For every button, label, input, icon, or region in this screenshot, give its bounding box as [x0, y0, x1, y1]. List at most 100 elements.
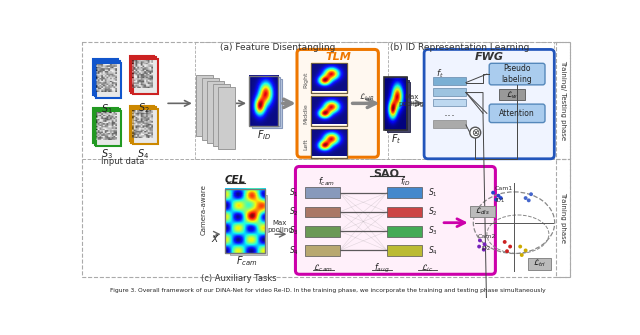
Bar [384, 79, 407, 129]
Circle shape [505, 249, 509, 253]
FancyBboxPatch shape [424, 50, 554, 159]
Bar [96, 63, 121, 98]
Text: (c) Auxiliary Tasks: (c) Auxiliary Tasks [201, 274, 276, 283]
Circle shape [520, 253, 524, 257]
Bar [202, 78, 219, 140]
Bar [556, 159, 570, 277]
FancyBboxPatch shape [489, 63, 545, 85]
Circle shape [478, 239, 482, 242]
Bar [387, 187, 422, 198]
Bar [195, 42, 554, 159]
Text: $S_4$: $S_4$ [138, 147, 150, 161]
Bar [387, 206, 422, 217]
Bar [387, 245, 422, 256]
Text: ID2: ID2 [481, 246, 491, 251]
Circle shape [527, 198, 531, 202]
Bar [196, 75, 213, 136]
Text: $F_{cam}$: $F_{cam}$ [236, 254, 257, 268]
Bar [93, 108, 118, 143]
Circle shape [483, 242, 486, 246]
Circle shape [499, 196, 503, 200]
Bar [387, 82, 410, 132]
Text: Training/ Testing phase: Training/ Testing phase [560, 60, 566, 140]
Text: $\mathcal{L}_{cam}$: $\mathcal{L}_{cam}$ [314, 262, 333, 274]
Text: $S_3$: $S_3$ [428, 225, 438, 238]
Text: $S_3$: $S_3$ [289, 225, 298, 238]
Bar [252, 79, 282, 128]
Circle shape [524, 249, 527, 252]
Text: FWG: FWG [475, 52, 504, 62]
Text: $S_4$: $S_4$ [428, 244, 438, 257]
Bar [225, 189, 265, 254]
Bar [207, 81, 224, 143]
Text: ...: ... [444, 106, 456, 119]
Text: (b) ID Representation Learning: (b) ID Representation Learning [390, 44, 529, 52]
Text: $X$: $X$ [211, 233, 220, 244]
Text: $f_{ID}$: $f_{ID}$ [400, 176, 411, 188]
Text: $S_1$: $S_1$ [428, 186, 438, 199]
Bar [218, 87, 235, 149]
Bar [433, 99, 466, 107]
Bar [249, 76, 278, 126]
Bar [556, 42, 570, 159]
Text: Cam1: Cam1 [495, 186, 513, 191]
Text: CEL: CEL [224, 175, 246, 185]
Circle shape [497, 194, 500, 198]
Bar [225, 190, 262, 250]
Text: Figure 3. Overall framework of our DiNA-Net for video Re-ID. In the training pha: Figure 3. Overall framework of our DiNA-… [110, 288, 546, 293]
Circle shape [491, 191, 495, 195]
Text: Right: Right [304, 72, 309, 88]
Text: Left: Left [304, 138, 309, 150]
Bar [129, 106, 154, 141]
Bar [528, 258, 551, 270]
Bar [212, 84, 230, 146]
Circle shape [503, 240, 507, 244]
Text: (a) Feature Disentangling: (a) Feature Disentangling [220, 44, 335, 52]
Text: Max
pooling: Max pooling [399, 94, 424, 107]
Bar [305, 245, 340, 256]
Bar [433, 77, 466, 85]
Bar [250, 77, 280, 126]
Text: $F_t$: $F_t$ [391, 132, 401, 146]
Text: $\mathcal{L}_{ic}$: $\mathcal{L}_{ic}$ [421, 262, 433, 274]
Text: Cam2: Cam2 [477, 234, 496, 239]
Text: $f_t$: $f_t$ [436, 67, 444, 79]
Text: $S_2$: $S_2$ [289, 206, 298, 218]
Bar [131, 107, 156, 143]
Bar [387, 226, 422, 237]
Bar [95, 61, 120, 96]
Bar [129, 56, 154, 91]
FancyBboxPatch shape [297, 50, 378, 157]
Text: $S_2$: $S_2$ [428, 206, 438, 218]
Bar [385, 80, 408, 130]
Circle shape [477, 245, 481, 249]
Circle shape [524, 196, 527, 200]
Bar [470, 206, 495, 217]
Circle shape [529, 192, 533, 196]
Bar [311, 96, 347, 126]
Text: Input data: Input data [101, 156, 144, 165]
Circle shape [518, 245, 522, 249]
Text: Max
pooling: Max pooling [267, 220, 293, 233]
Bar [95, 110, 120, 145]
Bar [433, 88, 466, 95]
Text: $\otimes$: $\otimes$ [470, 127, 480, 138]
Text: Pseudo
labeling: Pseudo labeling [502, 64, 532, 84]
Text: $F_{ID}$: $F_{ID}$ [257, 128, 272, 142]
Bar [305, 206, 340, 217]
FancyBboxPatch shape [489, 104, 545, 123]
Text: $S_1$: $S_1$ [101, 103, 113, 116]
Bar [384, 77, 407, 130]
Bar [96, 111, 121, 146]
Text: Camera-aware: Camera-aware [201, 184, 207, 235]
Circle shape [482, 248, 486, 252]
Bar [311, 129, 347, 158]
Bar [311, 129, 347, 158]
Bar [305, 226, 340, 237]
Bar [499, 89, 525, 100]
Bar [311, 96, 347, 126]
Text: ID1: ID1 [495, 198, 505, 203]
Text: $S_4$: $S_4$ [289, 244, 298, 257]
Bar [230, 195, 267, 255]
Text: $S_2$: $S_2$ [138, 101, 149, 115]
